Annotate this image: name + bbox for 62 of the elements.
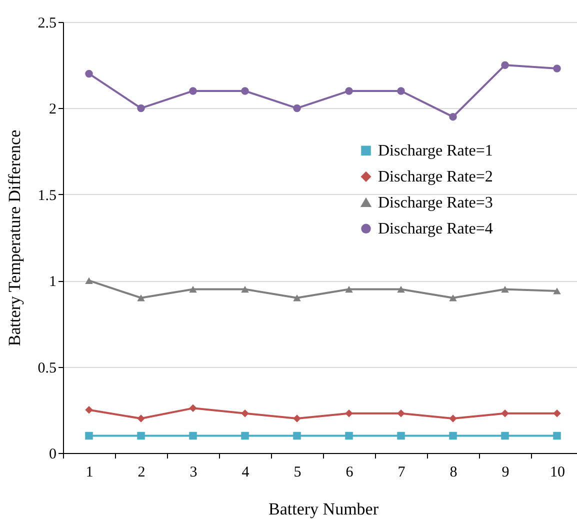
point <box>553 409 561 418</box>
point <box>85 432 93 440</box>
point <box>189 87 197 95</box>
legend-label: Discharge Rate=2 <box>378 168 493 186</box>
y-tick-label: 0.5 <box>38 360 56 376</box>
x-tick-label: 7 <box>398 464 406 480</box>
x-axis-title: Battery Number <box>268 500 379 518</box>
point <box>501 432 509 440</box>
point <box>241 87 249 95</box>
point <box>293 432 301 440</box>
point <box>189 404 197 412</box>
point <box>85 277 93 284</box>
x-tick-label: 1 <box>86 464 94 480</box>
point <box>137 294 145 302</box>
point <box>85 70 93 78</box>
x-tick-label: 4 <box>242 464 250 480</box>
point <box>137 104 145 112</box>
legend-label: Discharge Rate=1 <box>378 142 493 160</box>
point <box>241 286 249 293</box>
point <box>241 409 249 418</box>
point <box>449 432 457 440</box>
x-tick-label: 9 <box>502 464 510 480</box>
y-tick-label: 2.5 <box>38 16 56 32</box>
point <box>501 286 509 293</box>
x-tick-label: 10 <box>550 464 565 480</box>
point <box>137 432 145 440</box>
point <box>137 414 145 422</box>
point <box>553 64 561 72</box>
point <box>345 432 353 440</box>
point <box>397 87 405 95</box>
point <box>293 104 301 112</box>
x-tick-label: 5 <box>294 464 302 480</box>
point <box>449 294 457 302</box>
point <box>293 294 301 302</box>
y-tick-label: 2 <box>49 102 56 118</box>
point <box>241 432 249 440</box>
point <box>345 286 353 293</box>
point <box>397 432 405 440</box>
x-tick-label: 2 <box>138 464 146 480</box>
point <box>345 87 353 95</box>
legend-label: Discharge Rate=4 <box>378 220 493 238</box>
point <box>449 112 457 121</box>
y-tick-label: 0 <box>49 446 56 462</box>
point <box>501 409 509 418</box>
y-axis-title: Battery Temperature Difference <box>4 130 24 346</box>
point <box>553 432 561 440</box>
y-tick-label: 1 <box>49 274 56 290</box>
point <box>449 414 457 422</box>
point <box>553 288 561 294</box>
legend-label: Discharge Rate=3 <box>378 194 493 212</box>
x-tick-label: 3 <box>190 464 198 480</box>
point <box>293 414 301 422</box>
x-tick-label: 8 <box>450 464 458 480</box>
point <box>397 409 405 418</box>
point <box>501 61 509 69</box>
point <box>85 406 93 414</box>
point <box>189 432 197 440</box>
point <box>397 286 405 293</box>
point <box>345 409 353 418</box>
x-tick-label: 6 <box>346 464 354 480</box>
point <box>189 286 197 293</box>
y-tick-label: 1.5 <box>38 188 56 204</box>
